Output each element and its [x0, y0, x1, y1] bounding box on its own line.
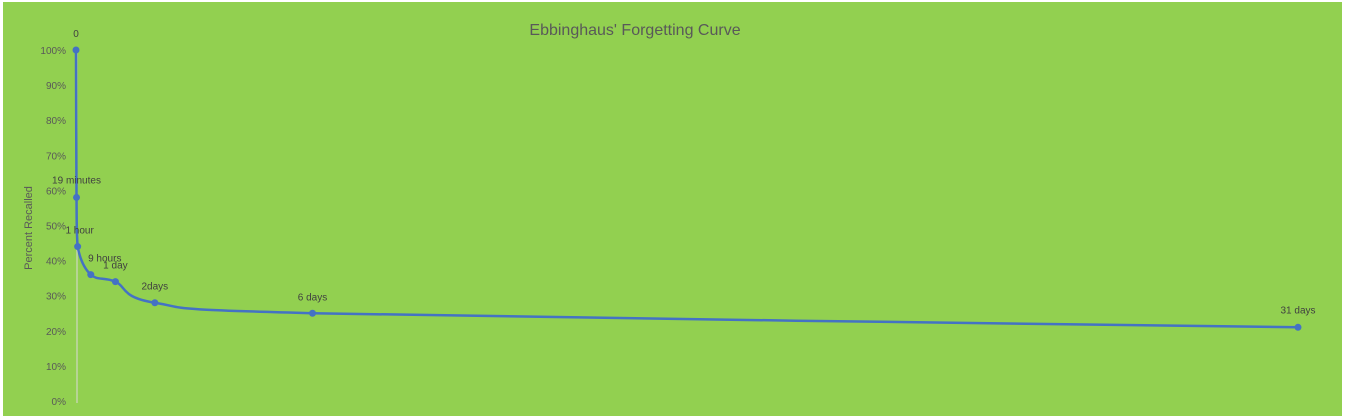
data-label: 1 hour	[65, 226, 94, 237]
chart-title: Ebbinghaus' Forgetting Curve	[529, 22, 740, 39]
chart-area[interactable]	[3, 2, 1342, 416]
y-tick-label: 30%	[46, 292, 66, 303]
data-label: 6 days	[298, 292, 327, 303]
y-tick-label: 70%	[46, 151, 66, 162]
series-line	[74, 49, 1299, 329]
y-tick-label: 0%	[52, 397, 67, 408]
data-point[interactable]	[309, 309, 317, 317]
data-point[interactable]	[73, 193, 81, 201]
y-tick-label: 50%	[46, 222, 66, 233]
data-label: 1 day	[103, 261, 127, 272]
data-label: 31 days	[1280, 305, 1315, 316]
y-tick-label: 80%	[46, 116, 66, 127]
data-label: 0	[73, 29, 79, 40]
data-label: 9 hours	[88, 254, 121, 265]
data-point[interactable]	[74, 243, 82, 251]
data-point[interactable]	[151, 299, 159, 307]
data-label: 2days	[141, 282, 168, 293]
data-point[interactable]	[111, 278, 119, 286]
y-tick-label: 10%	[46, 362, 66, 373]
data-point[interactable]	[1294, 323, 1302, 331]
y-axis-label: Percent Recalled	[23, 186, 35, 270]
y-tick-label: 60%	[46, 186, 66, 197]
y-tick-label: 20%	[46, 327, 66, 338]
data-point[interactable]	[72, 46, 80, 54]
data-point[interactable]	[87, 271, 95, 279]
data-label: 19 minutes	[52, 175, 101, 186]
y-tick-label: 90%	[46, 81, 66, 92]
y-tick-label: 100%	[40, 46, 66, 57]
y-tick-label: 40%	[46, 257, 66, 268]
